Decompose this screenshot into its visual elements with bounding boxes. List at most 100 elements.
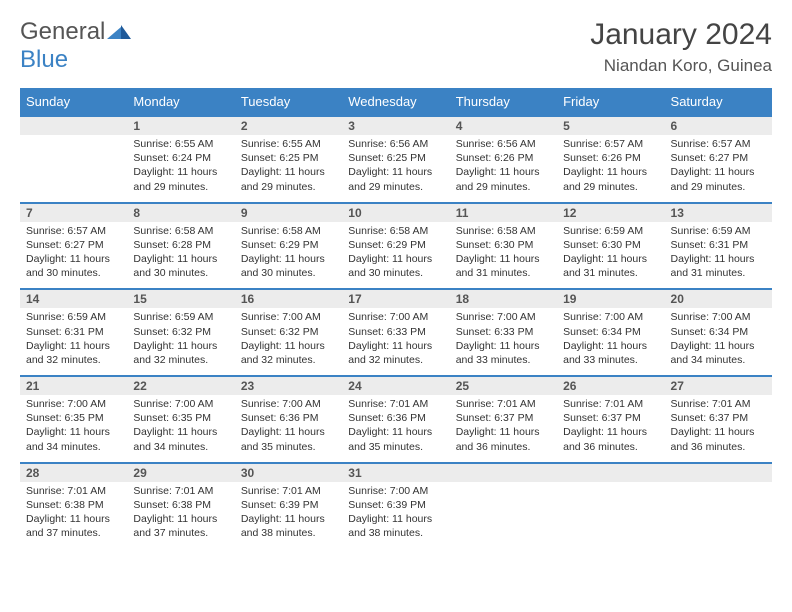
sunrise-text: Sunrise: 7:00 AM (456, 310, 551, 324)
daylight-text-1: Daylight: 11 hours (563, 425, 658, 439)
day-detail-cell: Sunrise: 7:00 AMSunset: 6:34 PMDaylight:… (557, 308, 664, 376)
daynum-row: 14151617181920 (20, 289, 772, 308)
daylight-text-2: and 29 minutes. (348, 180, 443, 194)
header: General Blue January 2024 Niandan Koro, … (20, 18, 772, 76)
daylight-text-2: and 34 minutes. (671, 353, 766, 367)
daylight-text-2: and 29 minutes. (241, 180, 336, 194)
sunrise-text: Sunrise: 7:00 AM (348, 484, 443, 498)
day-number-cell: 17 (342, 289, 449, 308)
sunset-text: Sunset: 6:36 PM (241, 411, 336, 425)
day-header-row: SundayMondayTuesdayWednesdayThursdayFrid… (20, 88, 772, 116)
daylight-text-2: and 38 minutes. (348, 526, 443, 540)
daylight-text-2: and 32 minutes. (26, 353, 121, 367)
day-number-cell: 25 (450, 376, 557, 395)
detail-row: Sunrise: 6:57 AMSunset: 6:27 PMDaylight:… (20, 222, 772, 290)
daylight-text-2: and 36 minutes. (563, 440, 658, 454)
sunrise-text: Sunrise: 7:00 AM (241, 310, 336, 324)
sunrise-text: Sunrise: 7:00 AM (348, 310, 443, 324)
sunset-text: Sunset: 6:35 PM (26, 411, 121, 425)
sunrise-text: Sunrise: 7:00 AM (671, 310, 766, 324)
day-number-cell: 23 (235, 376, 342, 395)
logo-text: General Blue (20, 18, 131, 74)
sunrise-text: Sunrise: 7:00 AM (26, 397, 121, 411)
day-number-cell: 22 (127, 376, 234, 395)
day-number-cell: 18 (450, 289, 557, 308)
day-header: Sunday (20, 88, 127, 116)
day-detail-cell: Sunrise: 7:00 AMSunset: 6:35 PMDaylight:… (127, 395, 234, 463)
daylight-text-1: Daylight: 11 hours (348, 165, 443, 179)
daynum-row: 78910111213 (20, 203, 772, 222)
daylight-text-2: and 36 minutes. (671, 440, 766, 454)
sunset-text: Sunset: 6:26 PM (563, 151, 658, 165)
day-detail-cell: Sunrise: 7:00 AMSunset: 6:35 PMDaylight:… (20, 395, 127, 463)
daylight-text-2: and 30 minutes. (133, 266, 228, 280)
sunrise-text: Sunrise: 7:01 AM (348, 397, 443, 411)
sunset-text: Sunset: 6:37 PM (563, 411, 658, 425)
day-number-cell: 9 (235, 203, 342, 222)
logo-mark-icon (105, 18, 131, 45)
day-detail-cell: Sunrise: 7:01 AMSunset: 6:39 PMDaylight:… (235, 482, 342, 549)
day-detail-cell: Sunrise: 7:01 AMSunset: 6:36 PMDaylight:… (342, 395, 449, 463)
sunrise-text: Sunrise: 7:00 AM (133, 397, 228, 411)
sunrise-text: Sunrise: 7:01 AM (671, 397, 766, 411)
day-detail-cell: Sunrise: 6:57 AMSunset: 6:26 PMDaylight:… (557, 135, 664, 203)
day-detail-cell: Sunrise: 6:59 AMSunset: 6:31 PMDaylight:… (20, 308, 127, 376)
sunset-text: Sunset: 6:38 PM (133, 498, 228, 512)
day-detail-cell: Sunrise: 7:01 AMSunset: 6:37 PMDaylight:… (557, 395, 664, 463)
daylight-text-2: and 33 minutes. (456, 353, 551, 367)
sunset-text: Sunset: 6:36 PM (348, 411, 443, 425)
day-header: Tuesday (235, 88, 342, 116)
day-number-cell: 13 (665, 203, 772, 222)
daylight-text-2: and 32 minutes. (241, 353, 336, 367)
daylight-text-2: and 29 minutes. (456, 180, 551, 194)
day-number-cell: 4 (450, 116, 557, 135)
day-detail-cell: Sunrise: 7:00 AMSunset: 6:32 PMDaylight:… (235, 308, 342, 376)
daylight-text-1: Daylight: 11 hours (133, 252, 228, 266)
day-detail-cell: Sunrise: 6:58 AMSunset: 6:29 PMDaylight:… (342, 222, 449, 290)
sunrise-text: Sunrise: 6:56 AM (456, 137, 551, 151)
day-detail-cell: Sunrise: 6:58 AMSunset: 6:30 PMDaylight:… (450, 222, 557, 290)
daylight-text-2: and 38 minutes. (241, 526, 336, 540)
detail-row: Sunrise: 6:59 AMSunset: 6:31 PMDaylight:… (20, 308, 772, 376)
day-number-cell (450, 463, 557, 482)
day-detail-cell: Sunrise: 7:01 AMSunset: 6:38 PMDaylight:… (127, 482, 234, 549)
daylight-text-1: Daylight: 11 hours (671, 165, 766, 179)
day-number-cell: 21 (20, 376, 127, 395)
day-detail-cell: Sunrise: 7:00 AMSunset: 6:36 PMDaylight:… (235, 395, 342, 463)
day-header: Thursday (450, 88, 557, 116)
day-header: Wednesday (342, 88, 449, 116)
day-number-cell (665, 463, 772, 482)
daylight-text-1: Daylight: 11 hours (563, 165, 658, 179)
day-detail-cell: Sunrise: 6:58 AMSunset: 6:28 PMDaylight:… (127, 222, 234, 290)
daylight-text-2: and 29 minutes. (133, 180, 228, 194)
day-number-cell: 20 (665, 289, 772, 308)
day-number-cell (557, 463, 664, 482)
day-header: Friday (557, 88, 664, 116)
sunrise-text: Sunrise: 6:59 AM (26, 310, 121, 324)
day-detail-cell: Sunrise: 7:01 AMSunset: 6:37 PMDaylight:… (665, 395, 772, 463)
daylight-text-1: Daylight: 11 hours (671, 425, 766, 439)
daylight-text-2: and 31 minutes. (563, 266, 658, 280)
day-number-cell: 29 (127, 463, 234, 482)
sunrise-text: Sunrise: 6:57 AM (26, 224, 121, 238)
day-detail-cell: Sunrise: 6:57 AMSunset: 6:27 PMDaylight:… (665, 135, 772, 203)
daynum-row: 28293031 (20, 463, 772, 482)
day-detail-cell: Sunrise: 7:00 AMSunset: 6:34 PMDaylight:… (665, 308, 772, 376)
day-detail-cell: Sunrise: 6:57 AMSunset: 6:27 PMDaylight:… (20, 222, 127, 290)
sunset-text: Sunset: 6:26 PM (456, 151, 551, 165)
daylight-text-1: Daylight: 11 hours (456, 165, 551, 179)
detail-row: Sunrise: 7:00 AMSunset: 6:35 PMDaylight:… (20, 395, 772, 463)
month-title: January 2024 (590, 18, 772, 52)
day-detail-cell (20, 135, 127, 203)
day-number-cell: 12 (557, 203, 664, 222)
daylight-text-2: and 32 minutes. (133, 353, 228, 367)
daylight-text-2: and 33 minutes. (563, 353, 658, 367)
sunrise-text: Sunrise: 7:00 AM (241, 397, 336, 411)
sunset-text: Sunset: 6:25 PM (348, 151, 443, 165)
day-number-cell (20, 116, 127, 135)
sunset-text: Sunset: 6:24 PM (133, 151, 228, 165)
sunset-text: Sunset: 6:34 PM (563, 325, 658, 339)
day-detail-cell: Sunrise: 6:56 AMSunset: 6:26 PMDaylight:… (450, 135, 557, 203)
sunrise-text: Sunrise: 6:58 AM (133, 224, 228, 238)
day-number-cell: 11 (450, 203, 557, 222)
